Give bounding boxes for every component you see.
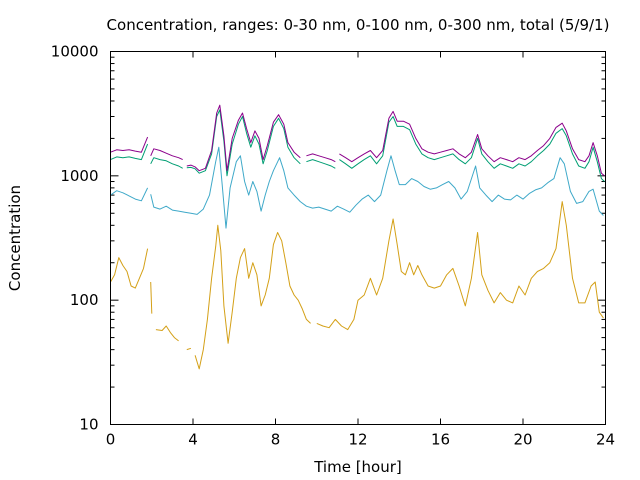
series-line-4 bbox=[306, 153, 336, 163]
y-tick-label: 10 bbox=[79, 416, 98, 434]
series-line-1 bbox=[155, 325, 179, 342]
series-line-1 bbox=[150, 281, 153, 314]
series-line-3 bbox=[110, 143, 149, 161]
series-line-1 bbox=[316, 201, 604, 331]
x-tick-label: 12 bbox=[348, 431, 367, 449]
y-tick-label: 1000 bbox=[60, 167, 98, 185]
series-line-3 bbox=[150, 157, 183, 169]
chart-title: Concentration, ranges: 0-30 nm, 0-100 nm… bbox=[107, 16, 610, 34]
series-line-3 bbox=[186, 109, 301, 177]
series-line-4 bbox=[186, 104, 301, 172]
x-tick-label: 24 bbox=[596, 431, 615, 449]
x-axis-label: Time [hour] bbox=[313, 458, 402, 476]
x-tick-label: 16 bbox=[431, 431, 450, 449]
series-line-3 bbox=[306, 159, 336, 169]
x-tick-label: 0 bbox=[106, 431, 116, 449]
y-tick-label: 100 bbox=[70, 291, 99, 309]
axis-ticks: 0 4 8 12 16 20 24 10 100 1000 10000 bbox=[51, 43, 615, 449]
x-tick-label: 20 bbox=[513, 431, 532, 449]
series-line-2 bbox=[150, 146, 604, 229]
series-line-3 bbox=[339, 116, 605, 182]
series-line-4 bbox=[150, 148, 183, 161]
series-line-1 bbox=[186, 347, 192, 351]
plot-frame bbox=[110, 51, 606, 425]
series-line-4 bbox=[339, 110, 605, 177]
series-line-4 bbox=[110, 136, 149, 153]
series-group bbox=[110, 104, 605, 370]
series-line-2 bbox=[110, 187, 149, 202]
x-tick-label: 4 bbox=[188, 431, 198, 449]
y-axis-label: Concentration bbox=[6, 185, 24, 291]
series-line-1 bbox=[110, 248, 149, 289]
series-line-1 bbox=[194, 224, 311, 370]
y-tick-label: 10000 bbox=[51, 43, 99, 61]
x-tick-label: 8 bbox=[271, 431, 281, 449]
